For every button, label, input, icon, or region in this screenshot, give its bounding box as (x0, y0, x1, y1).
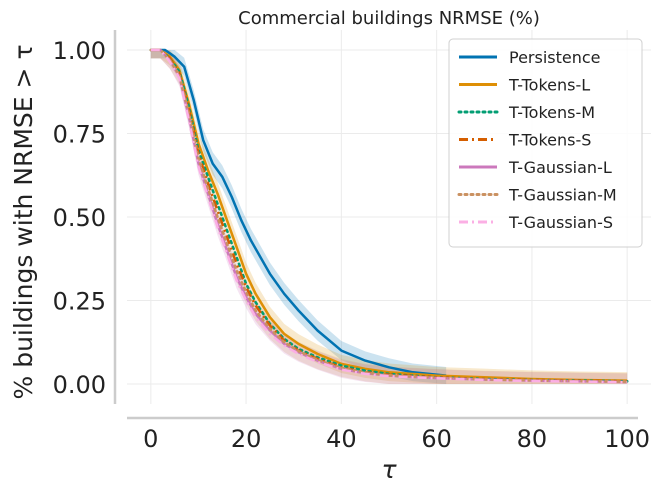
x-tick-label: 20 (231, 425, 262, 453)
x-tick-label: 60 (421, 425, 452, 453)
y-tick-label: 1.00 (53, 37, 106, 65)
legend-label-t-gaussian-l: T-Gaussian-L (508, 158, 612, 177)
legend-label-t-tokens-s: T-Tokens-S (508, 131, 591, 150)
y-tick-label: 0.25 (53, 287, 106, 315)
persistence-band (150, 50, 447, 384)
tick-labels: 0 20 40 60 80 100 0.00 0.25 0.50 0.75 1.00 (53, 37, 651, 453)
legend-label-t-tokens-m: T-Tokens-M (508, 103, 595, 122)
t-gaussian-s-line (150, 48, 628, 384)
t-tokens-m-line (149, 48, 629, 383)
persistence-line (150, 48, 447, 377)
confidence-bands (150, 50, 628, 384)
legend-label-t-gaussian-m: T-Gaussian-M (508, 186, 617, 205)
chart-title: Commercial buildings NRMSE (%) (238, 8, 540, 29)
legend-label-persistence: Persistence (509, 48, 601, 67)
y-tick-label: 0.75 (53, 121, 106, 149)
y-tick-label: 0.50 (53, 204, 106, 232)
y-tick-label: 0.00 (53, 371, 106, 399)
y-axis-title: % buildings with NRMSE > τ (9, 45, 38, 400)
x-tick-label: 0 (143, 425, 158, 453)
x-axis-title: τ (381, 455, 397, 484)
legend-label-t-tokens-l: T-Tokens-L (508, 76, 590, 95)
legend: Persistence T-Tokens-L T-Tokens-M T-Tokens-… (448, 38, 643, 248)
axes (113, 30, 638, 420)
series-lines (149, 48, 629, 384)
x-tick-label: 40 (326, 425, 357, 453)
legend-label-t-gaussian-s: T-Gaussian-S (508, 213, 613, 232)
x-tick-label: 80 (517, 425, 548, 453)
x-tick-label: 100 (604, 425, 650, 453)
